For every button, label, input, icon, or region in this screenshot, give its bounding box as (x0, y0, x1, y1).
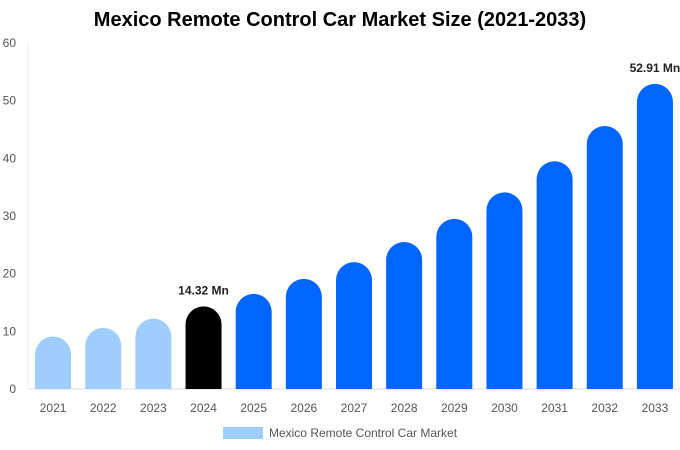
x-tick-label: 2026 (290, 401, 317, 415)
bar-2033 (636, 83, 673, 389)
bar-2028 (386, 241, 423, 389)
bar-2021 (35, 336, 72, 389)
x-tick-label: 2022 (90, 401, 117, 415)
x-tick-label: 2033 (642, 401, 669, 415)
x-tick-label: 2030 (491, 401, 518, 415)
legend-swatch (222, 427, 263, 439)
legend: Mexico Remote Control Car Market (0, 426, 680, 440)
x-tick-label: 2021 (40, 401, 67, 415)
x-tick-label: 2031 (541, 401, 568, 415)
bar-2024 (185, 306, 222, 389)
bar-2026 (285, 278, 322, 389)
x-tick-label: 2028 (391, 401, 418, 415)
y-tick-label: 50 (3, 94, 17, 108)
y-tick-label: 0 (9, 382, 16, 396)
y-tick-label: 20 (3, 267, 17, 281)
y-tick-label: 40 (3, 151, 17, 165)
y-tick-label: 60 (3, 36, 17, 50)
bar-2032 (586, 126, 623, 390)
bar-2029 (436, 218, 473, 389)
bar-2025 (235, 293, 272, 389)
y-tick-label: 30 (3, 209, 17, 223)
x-tick-label: 2025 (240, 401, 267, 415)
bar-2023 (135, 318, 172, 389)
bar-2027 (336, 262, 372, 389)
x-tick-label: 2032 (591, 401, 618, 415)
x-tick-label: 2024 (190, 401, 217, 415)
x-tick-label: 2027 (341, 401, 368, 415)
bar-2031 (536, 161, 573, 389)
y-tick-label: 10 (3, 324, 17, 338)
bar-2022 (85, 327, 122, 389)
legend-label: Mexico Remote Control Car Market (268, 426, 458, 440)
x-tick-label: 2023 (140, 401, 167, 415)
bar-2030 (486, 192, 523, 389)
x-tick-label: 2029 (441, 401, 468, 415)
data-label: 52.91 Mn (630, 61, 680, 75)
data-label: 14.32 Mn (178, 283, 229, 297)
chart-title: Mexico Remote Control Car Market Size (2… (93, 9, 587, 31)
